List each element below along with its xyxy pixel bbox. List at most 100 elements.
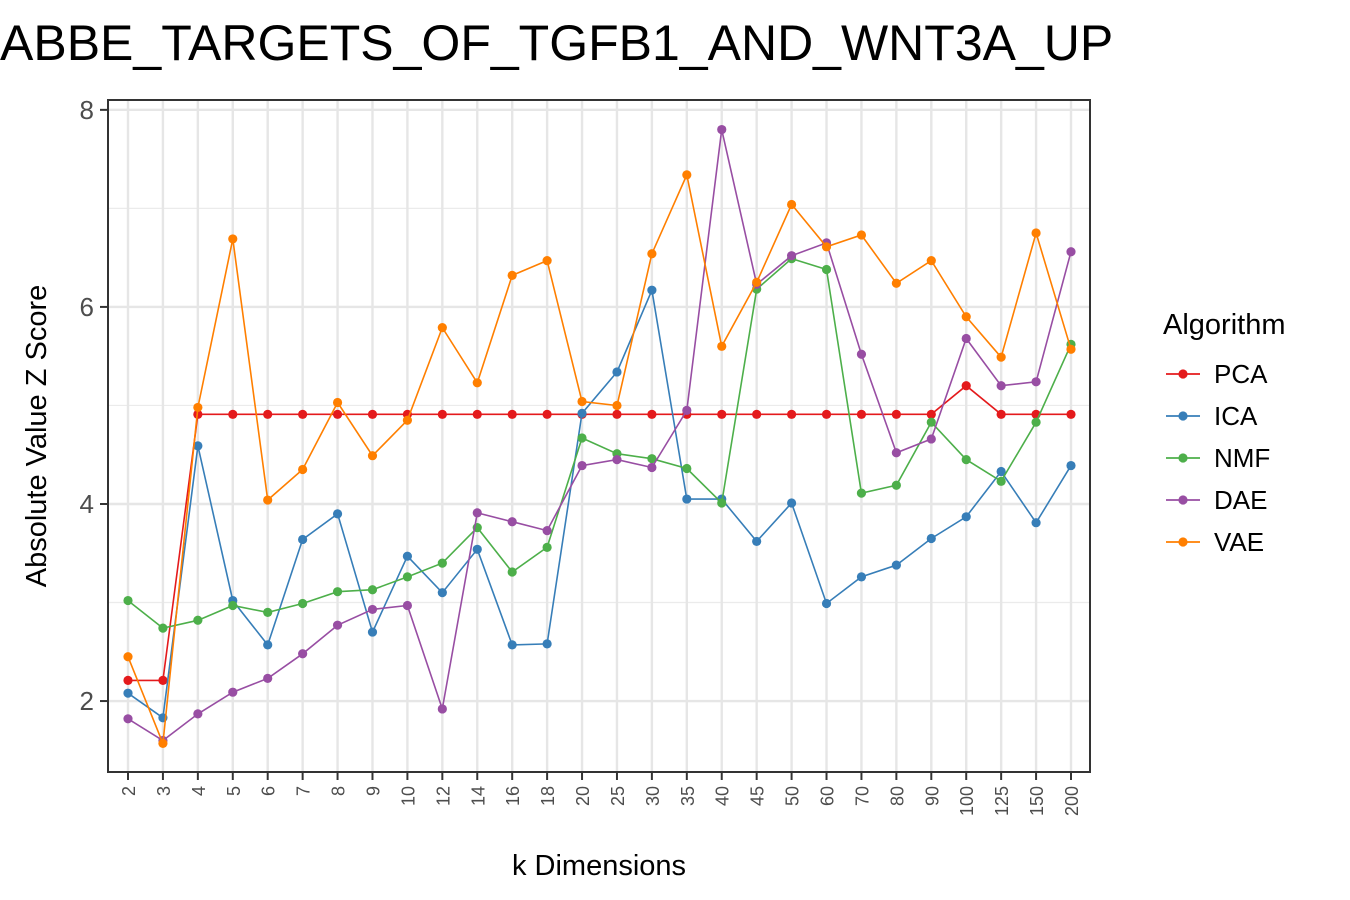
data-point-ica [263, 640, 273, 650]
data-point-pca [926, 409, 936, 419]
data-point-vae [821, 242, 832, 252]
data-point-pca [821, 409, 832, 419]
data-point-pca [263, 409, 273, 419]
x-tick-label: 50 [783, 786, 803, 806]
data-point-ica [437, 588, 447, 598]
data-point-nmf [577, 433, 587, 443]
data-point-pca [891, 409, 901, 419]
series-line-ica [127, 287, 1072, 720]
data-point-ica [472, 544, 482, 554]
data-point-dae [472, 508, 482, 518]
legend-label: VAE [1214, 527, 1264, 557]
data-point-dae [1031, 377, 1041, 387]
data-point-vae [367, 451, 378, 461]
x-tick-label: 45 [748, 786, 768, 806]
data-point-pca [507, 409, 517, 419]
legend-key-point [1178, 453, 1188, 463]
data-point-nmf [158, 623, 168, 633]
x-tick-label: 5 [224, 786, 244, 796]
x-tick-label: 25 [608, 786, 628, 806]
data-point-nmf [437, 558, 447, 568]
data-point-pca [786, 409, 797, 419]
legend-label: ICA [1214, 401, 1258, 431]
data-point-nmf [961, 455, 971, 465]
data-point-nmf [891, 480, 901, 490]
legend-label: DAE [1214, 485, 1267, 515]
data-point-dae [367, 604, 378, 615]
legend-key-point [1178, 537, 1188, 547]
x-tick-label: 3 [154, 786, 174, 796]
data-point-pca [647, 409, 657, 419]
data-point-ica [752, 536, 762, 547]
data-point-ica [612, 367, 622, 377]
data-point-vae [647, 249, 657, 259]
data-point-ica [193, 441, 203, 451]
data-point-nmf [996, 476, 1006, 486]
data-point-dae [402, 600, 413, 611]
x-tick-label: 60 [818, 786, 838, 806]
data-point-pca [752, 409, 762, 419]
data-point-dae [1066, 247, 1076, 257]
data-point-vae [577, 396, 587, 407]
data-point-dae [647, 462, 657, 473]
data-point-pca [437, 409, 447, 419]
data-point-nmf [263, 607, 273, 617]
data-point-ica [647, 285, 657, 295]
data-point-ica [856, 572, 867, 582]
data-point-pca [961, 381, 971, 391]
data-point-dae [682, 405, 692, 415]
series-vae [123, 170, 1076, 749]
data-point-vae [961, 312, 971, 322]
data-point-pca [367, 409, 378, 419]
series-nmf [123, 254, 1076, 633]
series-line-dae [127, 129, 1072, 742]
data-point-dae [193, 709, 203, 719]
data-point-ica [507, 640, 517, 650]
data-point-nmf [228, 600, 238, 611]
x-tick-label: 125 [992, 786, 1012, 816]
data-point-dae [926, 434, 936, 444]
data-point-ica [367, 627, 378, 637]
data-point-vae [507, 270, 517, 280]
data-point-dae [507, 517, 517, 527]
series-line-vae [127, 172, 1072, 744]
data-point-dae [856, 349, 867, 359]
x-tick-label: 9 [363, 786, 383, 796]
chart-title: ABBE_TARGETS_OF_TGFB1_AND_WNT3A_UP [0, 15, 1114, 71]
x-tick-label: 20 [573, 786, 593, 806]
series-line-nmf [127, 257, 1072, 629]
legend-key-point [1178, 495, 1188, 505]
data-point-vae [158, 738, 168, 749]
x-tick-label: 35 [678, 786, 698, 806]
data-point-vae [437, 323, 447, 333]
x-tick-label: 150 [1027, 786, 1047, 816]
data-point-pca [717, 409, 727, 419]
legend-item-dae: DAE [1166, 485, 1267, 515]
data-point-nmf [1031, 417, 1041, 427]
data-point-nmf [821, 264, 832, 275]
data-point-ica [1066, 460, 1076, 471]
data-point-dae [228, 687, 238, 697]
x-tick-label: 80 [887, 786, 907, 806]
data-point-ica [821, 598, 832, 609]
data-point-pca [158, 675, 168, 685]
x-tick-label: 4 [189, 786, 209, 796]
data-point-nmf [332, 587, 343, 597]
data-point-nmf [402, 572, 413, 582]
data-point-vae [717, 341, 727, 351]
legend: Algorithm PCA ICA NMF DAE VAE [1163, 309, 1286, 557]
series-pca [123, 381, 1076, 685]
data-point-dae [996, 381, 1006, 391]
data-point-ica [926, 533, 936, 544]
y-tick-label: 6 [80, 292, 94, 322]
x-tick-label: 8 [329, 786, 349, 796]
data-point-vae [682, 170, 692, 180]
x-tick-label: 12 [433, 786, 453, 806]
x-tick-label: 14 [468, 786, 488, 806]
data-point-vae [193, 402, 203, 413]
data-point-ica [891, 560, 901, 570]
x-tick-label: 2 [119, 786, 139, 796]
data-point-vae [402, 415, 413, 425]
data-point-pca [612, 409, 622, 419]
